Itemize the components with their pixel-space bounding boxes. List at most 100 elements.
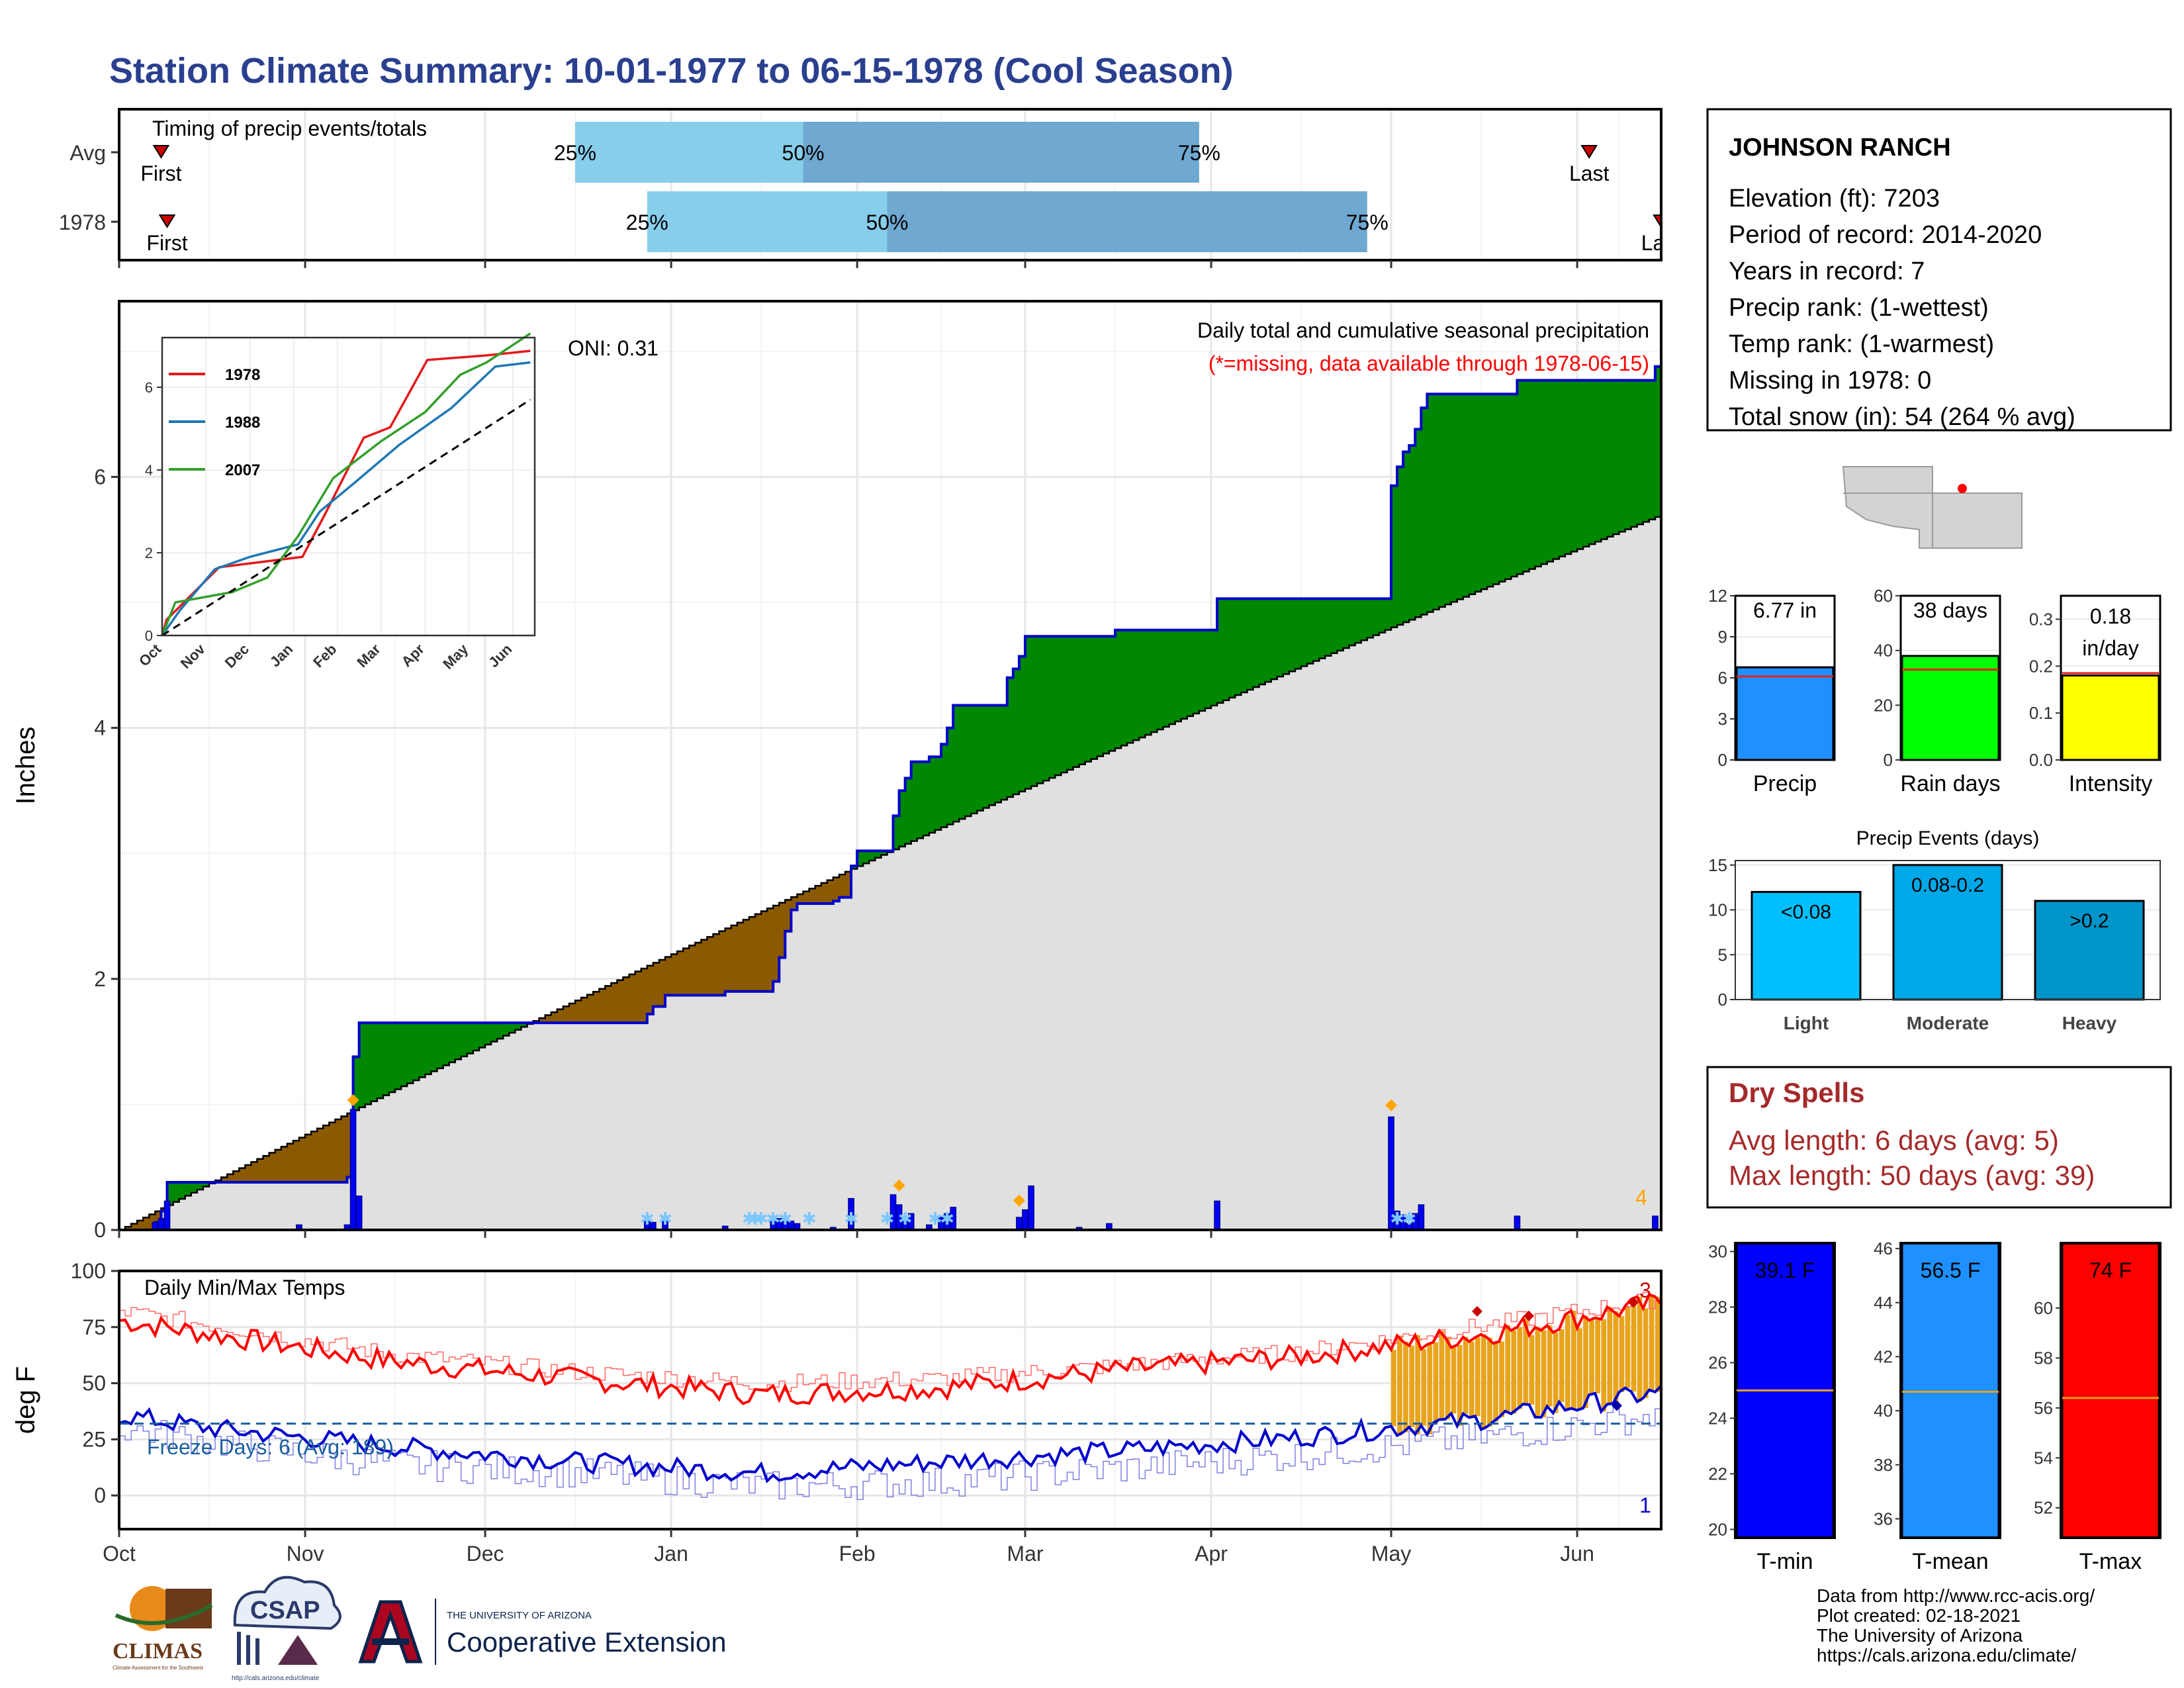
summary-y-tick-label: 0.1 xyxy=(2029,703,2053,723)
station-period: Period of record: 2014-2020 xyxy=(1729,221,2042,249)
above-average-fill xyxy=(1391,485,1398,628)
above-average-fill xyxy=(173,1182,180,1202)
daily-precip-bar xyxy=(1016,1217,1023,1231)
tempbar-y-tick-label: 22 xyxy=(1708,1464,1727,1483)
summary-y-tick-label: 9 xyxy=(1718,627,1727,647)
oni-label: ONI: 0.31 xyxy=(568,336,659,360)
csap-wordmark: CSAP xyxy=(250,1597,320,1624)
timing-row-label: 1978 xyxy=(59,211,106,234)
summary-bar-frame xyxy=(1899,594,2001,761)
above-normal-temp-bar xyxy=(1397,1335,1402,1436)
last-event-marker xyxy=(1580,145,1598,159)
below-average-fill xyxy=(131,1223,138,1230)
tempbar-y-tick-label: 30 xyxy=(1708,1242,1727,1262)
above-average-fill xyxy=(419,1023,426,1078)
events-category-label: Light xyxy=(1784,1013,1829,1033)
summary-bar xyxy=(1901,655,2000,761)
tempbar-frame xyxy=(1734,1242,1836,1539)
above-average-fill xyxy=(1577,380,1584,549)
month-axis-label: Oct xyxy=(103,1542,136,1566)
above-average-fill xyxy=(383,1023,390,1096)
extreme-event-marker xyxy=(1385,1099,1398,1111)
daily-precip-bar xyxy=(1514,1215,1521,1231)
month-axis-label: Jun xyxy=(1560,1542,1594,1566)
below-average-fill xyxy=(749,917,756,992)
tempbar xyxy=(1901,1242,2000,1539)
summary-value-label: 6.77 in xyxy=(1753,598,1817,622)
above-average-fill xyxy=(401,1023,408,1086)
timing-panel: Timing of precip events/totals Avg 25% 50% 7… xyxy=(59,108,1702,268)
above-average-fill xyxy=(1451,394,1458,602)
tempbar-y-tick-label: 40 xyxy=(1874,1401,1893,1421)
below-average-fill xyxy=(323,1125,330,1182)
above-normal-temp-bar xyxy=(1541,1330,1547,1418)
above-normal-temp-bar xyxy=(1517,1327,1523,1409)
below-average-fill xyxy=(335,1119,342,1182)
above-average-fill xyxy=(1331,598,1338,653)
above-average-fill xyxy=(1403,451,1410,623)
snow-marker: ✱ xyxy=(928,1209,942,1229)
station-missing: Missing in 1978: 0 xyxy=(1729,367,1931,395)
above-normal-temp-bar xyxy=(1451,1347,1457,1414)
above-average-fill xyxy=(995,705,1002,803)
summary-y-tick-label: 40 xyxy=(1874,641,1893,661)
tempbar-y-tick-label: 44 xyxy=(1874,1293,1893,1313)
below-average-fill xyxy=(221,1177,228,1182)
climas-subtitle: Climate Assessment for the Southwest xyxy=(113,1665,204,1671)
temperature-panel: Daily Min/Max Temps Freeze Days: 6 (Avg: … xyxy=(11,1259,1662,1566)
dry-spells-avg: Avg length: 6 days (avg: 5) xyxy=(1729,1125,2059,1156)
below-average-fill xyxy=(305,1134,312,1182)
temp-y-tick-label: 75 xyxy=(82,1315,106,1339)
first-event-marker xyxy=(158,214,176,228)
summary-value-label: 0.18 xyxy=(2090,604,2131,628)
timing-frame xyxy=(118,108,1662,261)
snow-marker: ✱ xyxy=(640,1209,655,1229)
station-precip-rank: Precip rank: (1-wettest) xyxy=(1729,294,1989,322)
footer-credits: Data from http://www.rcc-acis.org/ Plot … xyxy=(1817,1585,2095,1665)
above-average-fill xyxy=(413,1023,420,1080)
above-normal-temp-bar xyxy=(1481,1334,1486,1430)
above-average-fill xyxy=(1619,380,1626,532)
above-average-fill xyxy=(1601,380,1608,539)
below-average-fill xyxy=(791,897,798,910)
temp-chart-title: Daily Min/Max Temps xyxy=(144,1276,345,1299)
above-average-fill xyxy=(1427,394,1434,612)
above-average-fill xyxy=(1523,380,1530,572)
summary-y-tick-label: 0.0 xyxy=(2029,750,2053,770)
timing-clip-cover xyxy=(1662,109,1702,260)
above-average-fill xyxy=(1133,630,1140,741)
below-average-fill xyxy=(761,911,768,992)
above-average-fill xyxy=(1631,380,1638,527)
above-average-fill xyxy=(1655,366,1662,518)
above-average-fill xyxy=(1409,445,1416,620)
above-normal-temp-bar xyxy=(1487,1337,1492,1427)
daily-precip-bar xyxy=(1214,1200,1220,1231)
summary-y-tick-label: 60 xyxy=(1874,586,1893,606)
above-average-fill xyxy=(467,1023,474,1054)
above-average-fill xyxy=(395,1023,402,1090)
below-average-fill xyxy=(233,1171,240,1182)
above-normal-temp-bar xyxy=(1607,1307,1613,1405)
below-average-fill xyxy=(599,988,606,1023)
temperature-bar-charts: 39.1 F 20 22 24 26 28 30 T-min 56.5 F 36 38 40 42 44 4… xyxy=(1708,1239,2161,1574)
summary-value-label: 38 days xyxy=(1913,598,1987,622)
above-normal-temp-bar xyxy=(1529,1335,1535,1405)
tempbar-y-tick-label: 20 xyxy=(1708,1519,1727,1539)
station-location-dot xyxy=(1958,484,1967,493)
above-average-fill xyxy=(1457,394,1464,600)
below-average-fill xyxy=(821,882,828,904)
events-y-tick-label: 15 xyxy=(1708,855,1727,875)
above-average-fill xyxy=(1217,598,1224,703)
above-average-fill xyxy=(1307,598,1314,664)
above-average-fill xyxy=(1493,394,1500,585)
above-average-fill xyxy=(1421,408,1428,615)
above-average-fill xyxy=(983,705,990,808)
below-average-fill xyxy=(653,962,660,1007)
ua-logo: THE UNIVERSITY OF ARIZONA Cooperative Ex… xyxy=(358,1599,727,1665)
precip-y-axis-label: Inches xyxy=(11,727,40,805)
inset-legend-label: 1978 xyxy=(225,366,260,384)
month-axis-label: Nov xyxy=(287,1542,324,1566)
above-average-fill xyxy=(1223,598,1230,700)
above-average-fill xyxy=(1469,394,1476,594)
events-category-label: Heavy xyxy=(2062,1013,2117,1033)
